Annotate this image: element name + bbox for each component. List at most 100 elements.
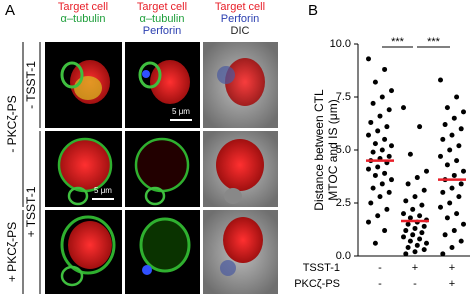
- data-point: [461, 109, 466, 115]
- data-point: [384, 206, 390, 212]
- condition-value: -: [378, 262, 382, 274]
- y-tick-label: 2.5: [336, 197, 351, 209]
- data-point: [405, 245, 411, 251]
- data-point: [440, 189, 446, 195]
- data-point: [412, 225, 418, 231]
- data-point: [444, 215, 450, 221]
- condition-value: +: [449, 262, 455, 274]
- data-point: [421, 187, 427, 193]
- significance-label: ***: [427, 36, 441, 48]
- data-point: [412, 194, 418, 200]
- data-point: [382, 170, 388, 176]
- data-point: [401, 211, 406, 217]
- column-header: Target cell: [58, 1, 108, 13]
- data-point: [421, 247, 427, 253]
- data-point: [405, 221, 411, 227]
- data-point: [401, 234, 406, 240]
- data-point: [458, 126, 464, 132]
- data-point: [444, 162, 450, 168]
- data-point: [386, 153, 392, 159]
- column-header: Target cell: [137, 1, 187, 13]
- data-point: [372, 79, 378, 85]
- data-point: [389, 88, 394, 94]
- data-point: [403, 198, 409, 204]
- y-tick-label: 7.5: [336, 91, 351, 103]
- column-header: Target cell: [215, 1, 265, 13]
- data-point: [386, 107, 392, 113]
- condition-label: TSST-1: [303, 262, 340, 274]
- data-point: [377, 194, 383, 200]
- data-point: [370, 149, 376, 155]
- micrographs: [45, 42, 278, 294]
- data-point: [442, 122, 448, 128]
- data-point: [370, 100, 376, 106]
- data-point: [458, 181, 464, 187]
- data-point: [449, 185, 455, 191]
- data-point: [417, 236, 423, 242]
- data-point: [366, 166, 371, 172]
- data-point: [379, 94, 385, 100]
- data-point: [401, 105, 406, 111]
- data-point: [449, 132, 455, 138]
- row-label: - TSST-1: [24, 61, 38, 109]
- data-point: [386, 189, 392, 195]
- row-label: + TSST-1: [24, 186, 38, 237]
- data-point: [419, 230, 425, 236]
- data-point: [451, 115, 457, 121]
- column-header: α–tubulin: [61, 13, 106, 25]
- data-point: [375, 213, 381, 219]
- data-point: [375, 128, 381, 134]
- data-point: [382, 136, 388, 142]
- column-header: DIC: [231, 25, 250, 37]
- data-point: [442, 232, 448, 238]
- data-point: [417, 213, 423, 219]
- data-point: [375, 164, 381, 170]
- row-group-label: - PKCζ-PS: [5, 95, 19, 152]
- data-point: [403, 251, 409, 257]
- column-header: Perforin: [221, 13, 260, 25]
- significance-label: ***: [391, 36, 405, 48]
- data-point: [389, 143, 394, 149]
- data-point: [407, 215, 413, 221]
- data-point: [379, 147, 385, 153]
- data-point: [458, 238, 464, 244]
- scale-bar-label: 5 μm: [172, 107, 190, 116]
- data-point: [372, 172, 378, 178]
- data-point: [410, 206, 416, 212]
- data-point: [368, 119, 374, 125]
- data-point: [424, 168, 429, 174]
- data-point: [451, 228, 457, 234]
- data-point: [366, 219, 371, 225]
- data-point: [451, 172, 457, 178]
- data-point: [403, 228, 409, 234]
- data-point: [447, 200, 453, 206]
- condition-label: PKCζ-PS: [294, 278, 340, 290]
- data-point: [412, 249, 418, 255]
- data-point: [389, 177, 394, 183]
- y-tick-label: 10.0: [330, 38, 351, 50]
- data-point: [421, 223, 427, 229]
- scale-bar-label: 5 μm: [94, 186, 112, 195]
- data-point: [368, 200, 374, 206]
- data-point: [377, 113, 383, 119]
- data-point: [372, 240, 378, 246]
- condition-value: -: [378, 278, 382, 290]
- data-point: [440, 136, 446, 142]
- condition-value: +: [449, 278, 455, 290]
- data-point: [456, 143, 462, 149]
- data-point: [454, 211, 460, 217]
- data-point: [384, 124, 390, 130]
- y-tick-label: 0.0: [336, 250, 351, 262]
- data-point: [366, 56, 371, 62]
- data-point: [454, 158, 460, 164]
- data-point: [440, 251, 446, 257]
- data-point: [407, 151, 413, 157]
- data-point: [444, 105, 450, 111]
- data-point: [405, 181, 411, 187]
- data-point: [382, 228, 388, 234]
- data-point: [461, 168, 466, 174]
- data-point: [424, 240, 429, 246]
- panel-label: A: [5, 2, 15, 19]
